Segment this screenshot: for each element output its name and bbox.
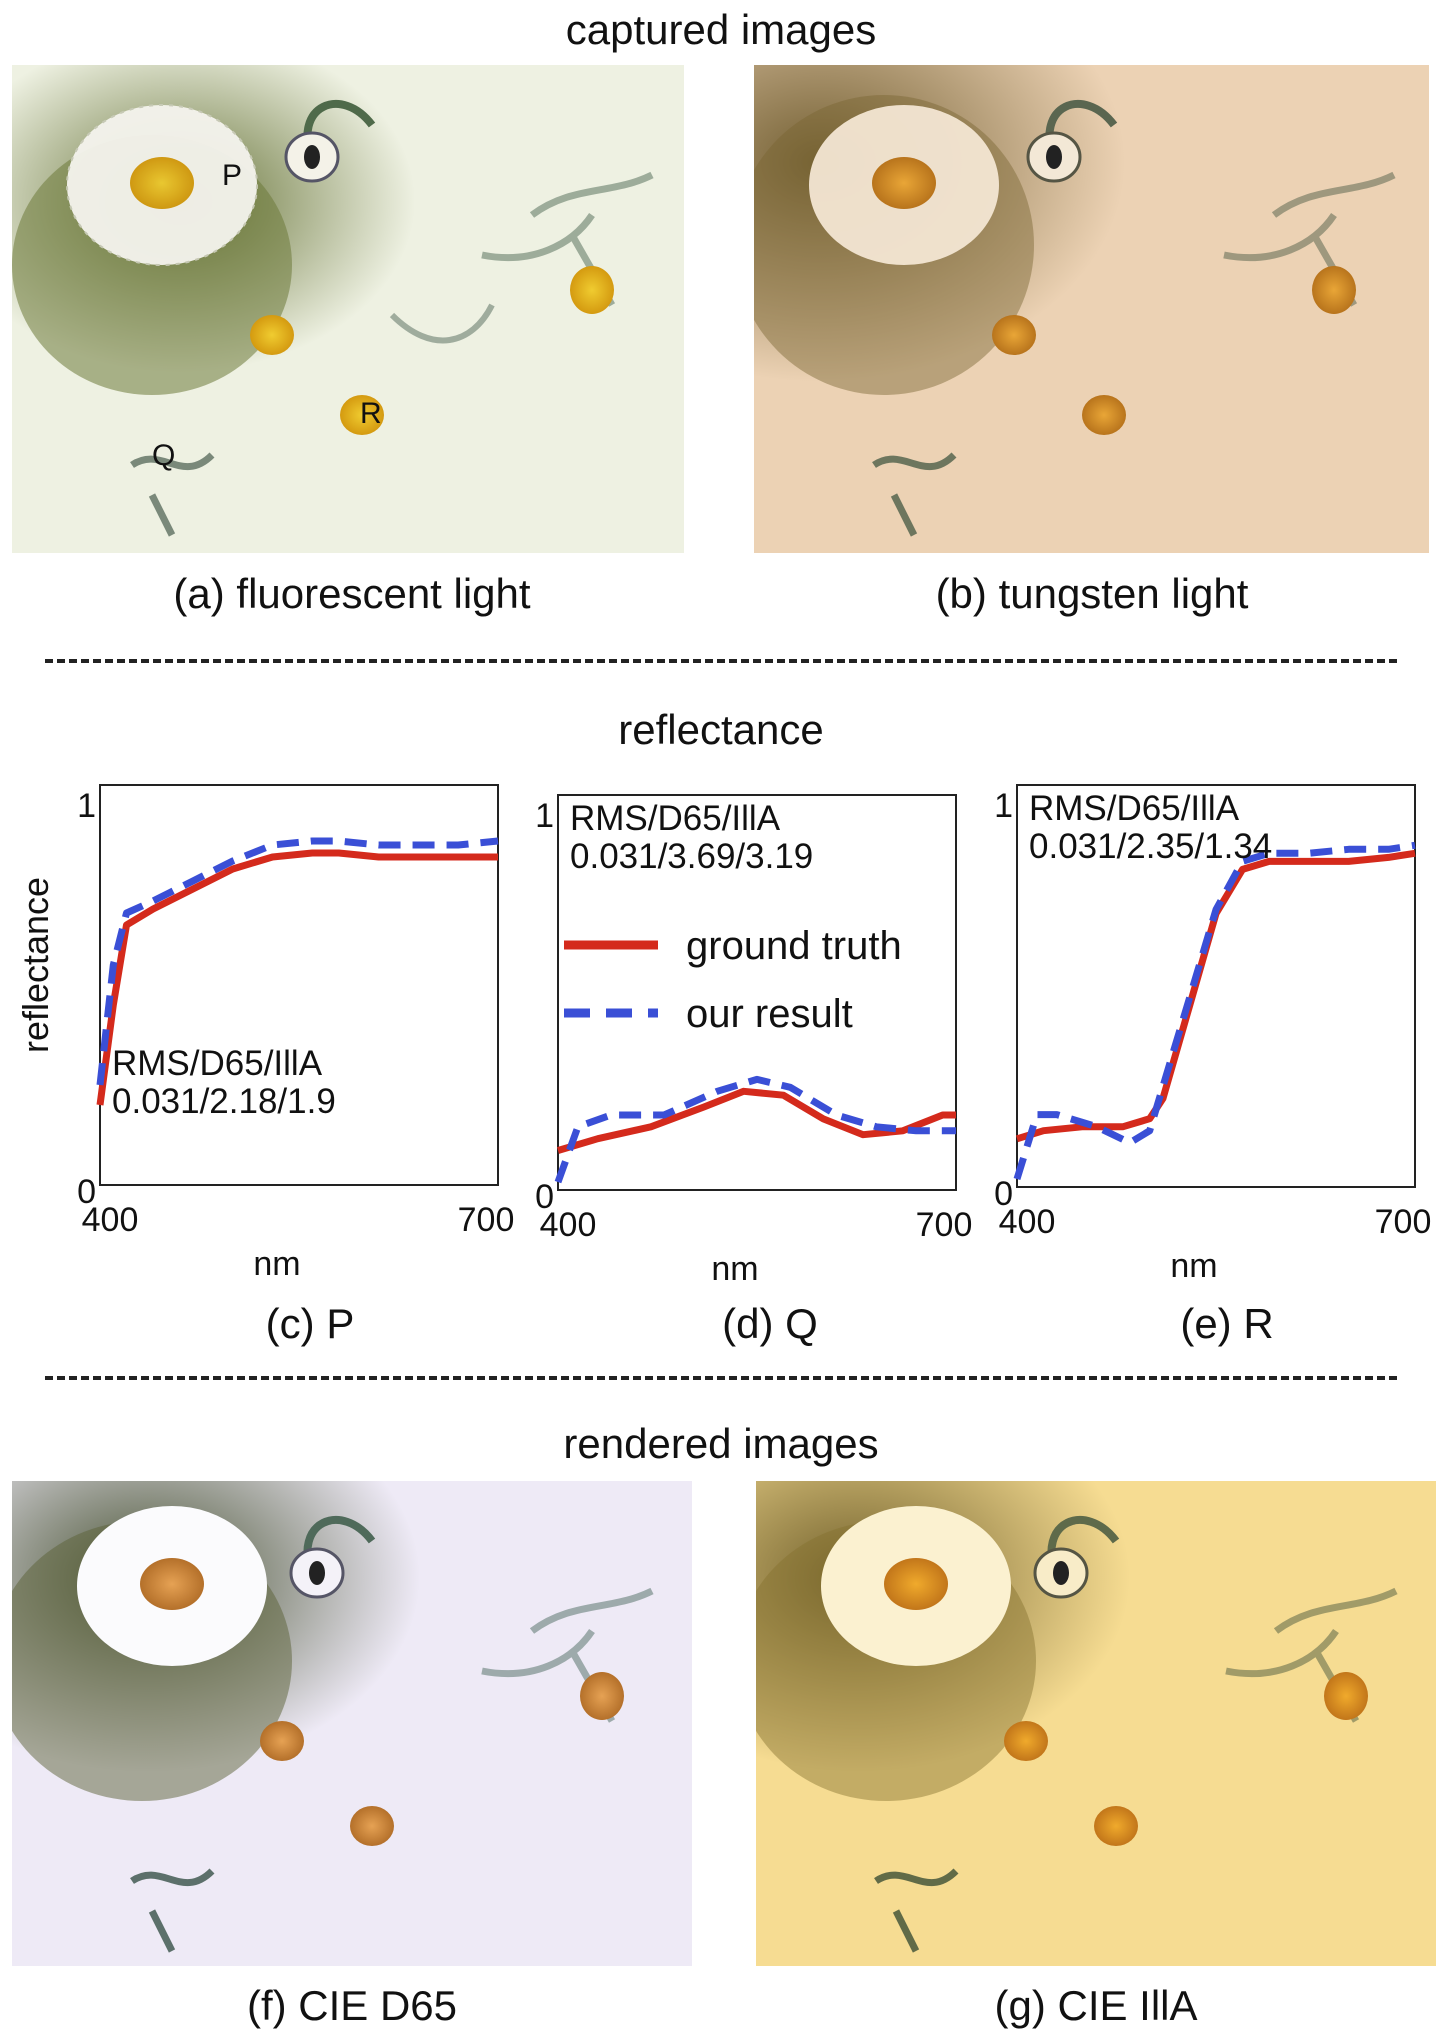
fluorescent-photo: P Q R bbox=[12, 65, 684, 553]
section-divider bbox=[45, 1376, 1397, 1380]
metrics-values: 0.031/3.69/3.19 bbox=[570, 837, 813, 876]
x-tick-label: 400 bbox=[82, 1201, 139, 1239]
caption-g: (g) CIE IllA bbox=[994, 1982, 1198, 2029]
series-line-ground-truth bbox=[96, 849, 498, 1106]
y-tick-label: 0 bbox=[994, 1175, 1013, 1213]
x-axis-label: nm bbox=[253, 1245, 300, 1283]
captured-images-heading: captured images bbox=[565, 6, 877, 53]
series-line-our-result bbox=[96, 837, 499, 1086]
series-line-ground-truth bbox=[557, 1087, 956, 1154]
x-tick-label: 700 bbox=[916, 1206, 973, 1244]
x-axis-label: nm bbox=[711, 1250, 758, 1288]
x-tick-label: 400 bbox=[540, 1206, 597, 1244]
x-tick-label: 400 bbox=[999, 1203, 1056, 1241]
metrics-title: RMS/D65/IllA bbox=[112, 1044, 323, 1083]
metrics-title: RMS/D65/IllA bbox=[1029, 789, 1240, 828]
y-tick-label: 1 bbox=[77, 787, 96, 825]
series-line-our-result bbox=[554, 1075, 956, 1184]
caption-e: (e) R bbox=[1180, 1300, 1274, 1347]
caption-a: (a) fluorescent light bbox=[173, 570, 531, 617]
caption-d: (d) Q bbox=[722, 1300, 818, 1347]
caption-c: (c) P bbox=[265, 1300, 355, 1347]
y-axis-label: reflectance bbox=[15, 877, 56, 1053]
x-axis-label: nm bbox=[1170, 1247, 1217, 1285]
y-tick-label: 1 bbox=[535, 797, 554, 835]
point-label-p: P bbox=[222, 159, 242, 192]
section-divider bbox=[45, 659, 1397, 663]
tungsten-photo bbox=[754, 65, 1429, 553]
caption-f: (f) CIE D65 bbox=[246, 1982, 458, 2029]
plot-frame bbox=[557, 794, 957, 1191]
y-tick-label: 0 bbox=[77, 1173, 96, 1211]
point-label-r: R bbox=[360, 397, 382, 430]
x-tick-label: 700 bbox=[458, 1201, 515, 1239]
daisy-flower bbox=[66, 104, 258, 266]
y-tick-label: 0 bbox=[535, 1178, 554, 1216]
reflectance-heading: reflectance bbox=[618, 706, 824, 753]
metrics-title: RMS/D65/IllA bbox=[570, 799, 781, 838]
metrics-values: 0.031/2.18/1.9 bbox=[112, 1082, 336, 1121]
illa-photo bbox=[756, 1481, 1436, 1966]
y-tick-label: 1 bbox=[994, 787, 1013, 825]
caption-b: (b) tungsten light bbox=[935, 570, 1249, 617]
legend-label: ground truth bbox=[686, 924, 902, 968]
metrics-values: 0.031/2.35/1.34 bbox=[1029, 827, 1272, 866]
d65-photo bbox=[12, 1481, 692, 1966]
legend-label: our result bbox=[686, 992, 853, 1036]
x-tick-label: 700 bbox=[1375, 1203, 1432, 1241]
rendered-images-heading: rendered images bbox=[563, 1420, 879, 1467]
point-label-q: Q bbox=[152, 439, 175, 472]
series-line-our-result bbox=[1013, 841, 1416, 1181]
